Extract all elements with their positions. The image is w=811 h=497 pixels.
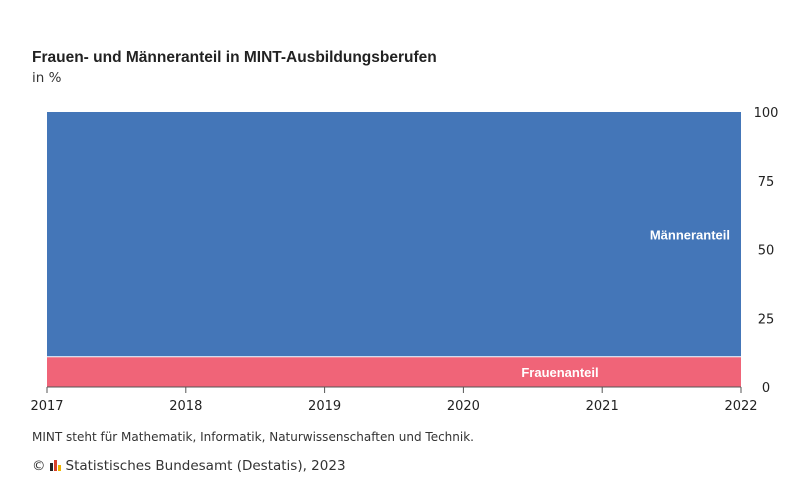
x-tick-label-2020: 2020 — [447, 399, 480, 414]
area-maenneranteil — [47, 112, 741, 357]
source-text: Statistisches Bundesamt (Destatis), 2023 — [65, 458, 346, 474]
destatis-logo-icon — [49, 460, 62, 472]
x-tick-label-2017: 2017 — [30, 399, 63, 414]
y-tick-label-100: 100 — [754, 106, 779, 121]
x-tick-label-2018: 2018 — [169, 399, 202, 414]
chart-note: MINT steht für Mathematik, Informatik, N… — [32, 430, 474, 444]
series-label-frauenanteil: Frauenanteil — [521, 365, 598, 380]
copyright-symbol: © — [32, 458, 46, 474]
series-label-maenneranteil: Männeranteil — [650, 227, 730, 242]
x-tick-label-2021: 2021 — [586, 399, 619, 414]
y-tick-label-50: 50 — [758, 244, 775, 259]
y-tick-label-75: 75 — [758, 175, 775, 190]
chart-subtitle: in % — [32, 70, 62, 86]
x-tick-label-2022: 2022 — [724, 399, 757, 414]
y-tick-label-25: 25 — [758, 312, 775, 327]
area-frauenanteil — [47, 356, 741, 387]
y-tick-label-0: 0 — [762, 381, 770, 396]
x-tick-label-2019: 2019 — [308, 399, 341, 414]
source-line: © Statistisches Bundesamt (Destatis), 20… — [32, 458, 346, 474]
chart-title: Frauen- und Männeranteil in MINT-Ausbild… — [32, 49, 437, 66]
stacked-area-chart: 2017 2018 2019 2020 2021 2022 0 25 50 75 100 Frauen… — [30, 106, 779, 414]
